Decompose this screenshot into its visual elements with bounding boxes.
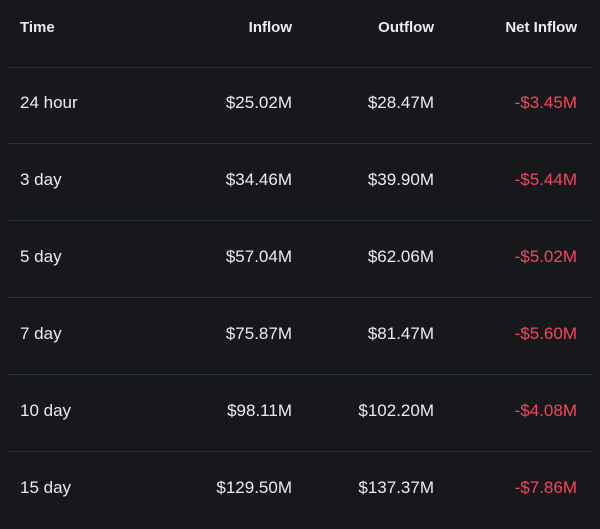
table-row: 15 day $129.50M $137.37M -$7.86M — [0, 452, 600, 529]
row-divider — [8, 67, 592, 68]
time-cell: 10 day — [20, 401, 72, 420]
table-row: 5 day $57.04M $62.06M -$5.02M — [0, 221, 600, 298]
outflow-cell: $102.20M — [358, 401, 434, 420]
inflow-cell: $34.46M — [225, 170, 292, 189]
column-header-outflow: Outflow — [378, 19, 434, 36]
outflow-cell: $62.06M — [367, 247, 434, 266]
table-row: 7 day $75.87M $81.47M -$5.60M — [0, 298, 600, 375]
row-divider — [8, 374, 592, 375]
net-inflow-cell: -$5.44M — [514, 170, 577, 189]
net-inflow-cell: -$4.08M — [514, 401, 577, 420]
table-row: 24 hour $25.02M $28.47M -$3.45M — [0, 67, 600, 144]
inflow-cell: $129.50M — [216, 478, 292, 497]
inflow-cell: $75.87M — [225, 324, 292, 343]
net-inflow-cell: -$5.60M — [514, 324, 577, 343]
net-inflow-cell: -$3.45M — [514, 93, 577, 112]
column-header-time: Time — [20, 19, 55, 36]
row-divider — [8, 143, 592, 144]
table-row: 10 day $98.11M $102.20M -$4.08M — [0, 375, 600, 452]
time-cell: 7 day — [20, 324, 62, 343]
row-divider — [8, 220, 592, 221]
outflow-cell: $81.47M — [367, 324, 434, 343]
row-divider — [8, 451, 592, 452]
inflow-cell: $98.11M — [227, 401, 292, 420]
table-row: 3 day $34.46M $39.90M -$5.44M — [0, 144, 600, 221]
table-header: Time Inflow Outflow Net Inflow — [0, 0, 600, 68]
outflow-cell: $28.47M — [367, 93, 434, 112]
row-divider — [8, 297, 592, 298]
net-inflow-cell: -$5.02M — [514, 247, 577, 266]
time-cell: 24 hour — [20, 93, 78, 112]
time-cell: 5 day — [20, 247, 62, 266]
column-header-net-inflow: Net Inflow — [505, 19, 577, 36]
inflow-cell: $57.04M — [225, 247, 292, 266]
outflow-cell: $137.37M — [358, 478, 434, 497]
net-inflow-cell: -$7.86M — [514, 478, 577, 497]
time-cell: 15 day — [20, 478, 72, 497]
inflow-cell: $25.02M — [225, 93, 292, 112]
time-cell: 3 day — [20, 170, 62, 189]
outflow-cell: $39.90M — [367, 170, 434, 189]
column-header-inflow: Inflow — [248, 19, 292, 36]
